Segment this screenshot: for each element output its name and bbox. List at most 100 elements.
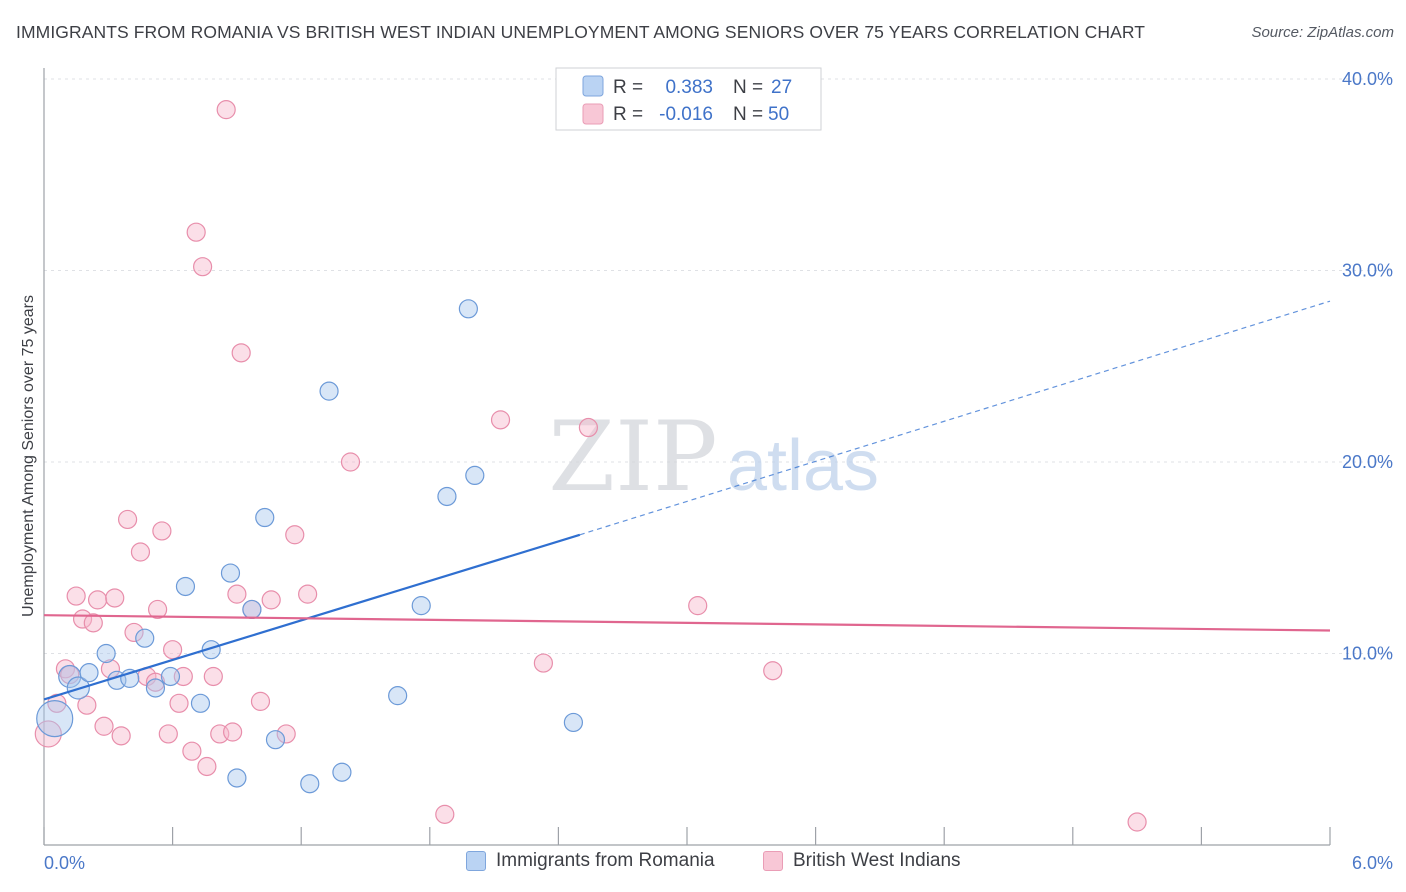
romania-point	[563, 712, 584, 733]
legend-swatch-romania	[466, 851, 486, 871]
watermark-zip: ZIP	[548, 401, 717, 513]
british-west-indians-point	[77, 695, 97, 715]
british-west-indians-point	[435, 804, 455, 824]
british-west-indians-point	[533, 653, 553, 673]
british-west-indians-point	[152, 521, 172, 541]
british-west-indians-point	[1127, 812, 1147, 832]
watermark-atlas: atlas	[727, 426, 879, 506]
bottom-legend: Immigrants from Romania British West Ind…	[0, 850, 1406, 880]
trend-line-romania	[43, 533, 581, 701]
series-british-west-indians	[34, 100, 1147, 832]
romania-point	[411, 596, 431, 616]
source-credit: Source: ZipAtlas.com	[1251, 24, 1394, 41]
british-west-indians-point	[163, 640, 183, 660]
british-west-indians-point	[203, 666, 223, 687]
british-west-indians-point	[193, 257, 213, 277]
british-west-indians-point	[250, 691, 271, 711]
british-west-indians-point	[111, 726, 131, 746]
british-west-indians-point	[763, 661, 783, 681]
british-west-indians-point	[130, 542, 151, 562]
legend-label-romania: Immigrants from Romania	[496, 850, 715, 871]
british-west-indians-point	[105, 588, 125, 608]
series-immigrants-from-romania	[36, 299, 584, 794]
grid-layer	[44, 78, 1394, 654]
british-west-indians-point	[261, 590, 281, 610]
romania-point	[135, 628, 155, 648]
british-west-indians-point	[186, 222, 206, 242]
romania-point	[227, 768, 247, 788]
romania-point	[160, 666, 181, 687]
chart-title: IMMIGRANTS FROM ROMANIA VS BRITISH WEST …	[16, 22, 1146, 42]
legend-n-value-blue: 27	[771, 77, 792, 98]
british-west-indians-point	[124, 622, 144, 643]
british-west-indians-point	[578, 417, 599, 438]
legend-r-label: R =	[613, 104, 643, 125]
y-axis-title: Unemployment Among Seniors over 75 years	[20, 295, 37, 617]
romania-point	[465, 465, 485, 486]
british-west-indians-point	[216, 100, 236, 120]
legend-swatch-blue	[582, 75, 604, 97]
romania-point	[458, 299, 478, 319]
trend-line-romania-extension	[579, 300, 1331, 536]
british-west-indians-point	[182, 741, 202, 761]
british-west-indians-point	[83, 613, 103, 633]
legend-swatch-british-west-indians	[763, 851, 783, 871]
legend-item-british-west-indians[interactable]: British West Indians	[763, 850, 961, 872]
x-tick-label-min: 0.0%	[44, 853, 85, 873]
romania-point	[220, 563, 241, 583]
x-tick-label-max: 6.0%	[1352, 853, 1393, 873]
romania-point	[300, 774, 320, 794]
legend-label-british-west-indians: British West Indians	[793, 850, 961, 871]
british-west-indians-point	[117, 509, 138, 530]
british-west-indians-point	[147, 599, 168, 620]
romania-point	[265, 730, 286, 750]
british-west-indians-point	[227, 584, 247, 604]
british-west-indians-point	[66, 586, 86, 606]
y-tick-label: 30.0%	[1342, 261, 1393, 281]
british-west-indians-point	[158, 724, 178, 744]
british-west-indians-point	[94, 716, 114, 736]
romania-point	[201, 640, 221, 660]
british-west-indians-point	[34, 720, 62, 748]
british-west-indians-point	[169, 693, 189, 713]
romania-point	[190, 693, 211, 713]
british-west-indians-point	[688, 596, 708, 616]
romania-point	[332, 762, 352, 782]
british-west-indians-point	[490, 410, 511, 430]
legend-r-value-pink: -0.016	[659, 104, 713, 125]
romania-point	[79, 663, 99, 683]
romania-point	[242, 599, 262, 620]
romania-point	[145, 678, 166, 698]
romania-point	[437, 486, 457, 507]
british-west-indians-point	[87, 590, 108, 610]
romania-point	[319, 381, 339, 401]
legend-r-label: R =	[613, 77, 643, 98]
legend-n-value-pink: 50	[768, 104, 789, 125]
romania-point	[96, 643, 116, 664]
y-tick-label: 40.0%	[1342, 69, 1393, 89]
british-west-indians-point	[197, 756, 217, 777]
y-tick-label: 20.0%	[1342, 452, 1393, 472]
romania-point	[255, 507, 275, 528]
x-ticks	[43, 827, 1331, 845]
y-tick-labels: 10.0% 20.0% 30.0% 40.0%	[1342, 69, 1393, 664]
correlation-legend: R = 0.383 N = 27 R = -0.016 N = 50	[555, 67, 822, 131]
british-west-indians-point	[223, 722, 243, 742]
british-west-indians-point	[340, 452, 361, 472]
romania-point	[175, 576, 196, 597]
trend-lines	[43, 300, 1331, 701]
romania-point	[388, 686, 408, 706]
legend-item-romania[interactable]: Immigrants from Romania	[466, 850, 715, 872]
british-west-indians-point	[145, 672, 166, 692]
y-tick-label: 10.0%	[1342, 644, 1393, 664]
romania-point	[36, 700, 74, 738]
legend-n-label: N =	[733, 77, 763, 98]
british-west-indians-point	[298, 584, 318, 604]
legend-n-label: N =	[733, 104, 763, 125]
british-west-indians-point	[285, 525, 305, 545]
legend-swatch-pink	[582, 103, 604, 125]
british-west-indians-point	[100, 659, 121, 679]
british-west-indians-point	[231, 343, 251, 363]
trend-line-british-west-indians	[43, 614, 1331, 632]
